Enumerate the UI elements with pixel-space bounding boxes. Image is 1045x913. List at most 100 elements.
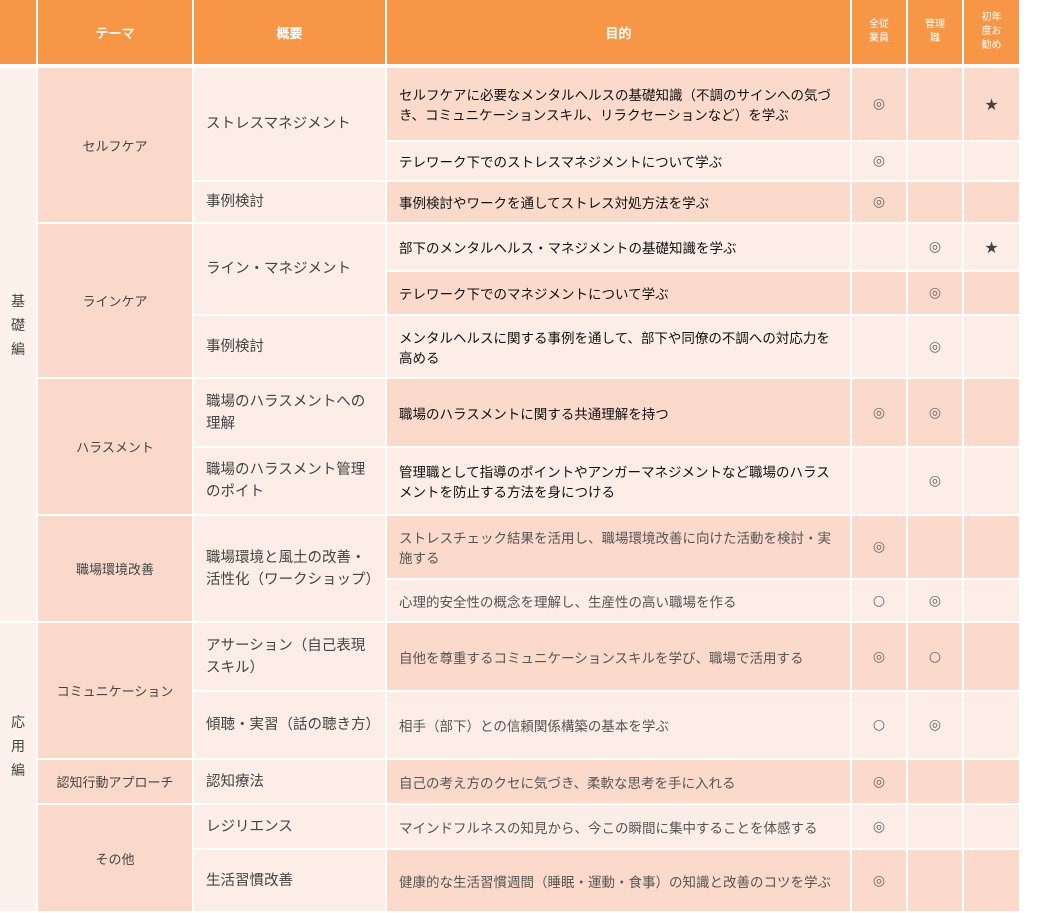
purpose-cell: 心理的安全性の概念を理解し、生産性の高い職場を作る [387,580,850,621]
first-mark [964,692,1019,758]
mgr-mark: ◎ [908,224,962,270]
header-overview: 概要 [194,0,385,64]
table-row: 生活習慣改善 健康的な生活習慣週間（睡眠・運動・食事）の知識と改善のコツを学ぶ ◎ [0,850,1019,911]
header-managers: 管理職 [908,0,962,64]
mgr-mark [908,516,962,578]
header-theme: テーマ [38,0,192,64]
mgr-mark [908,760,962,803]
purpose-cell: マインドフルネスの知見から、今この瞬間に集中することを体感する [387,805,850,848]
all-mark [852,316,906,377]
all-mark: ◎ [852,379,906,446]
table-row: 心理的安全性の概念を理解し、生産性の高い職場を作る ○ ◎ [0,580,1019,621]
purpose-cell: 相手（部下）との信頼関係構築の基本を学ぶ [387,692,850,758]
all-mark: ○ [852,692,906,758]
all-mark: ◎ [852,850,906,911]
overview-cell: 事例検討 [194,182,385,222]
header-section [0,0,36,64]
overview-cell: 職場のハラスメント管理のポイト [194,448,385,514]
mgr-mark: ◎ [908,272,962,314]
table-row: ラインケア ライン・マネジメント 部下のメンタルヘルス・マネジメントの基礎知識を学ぶ… [0,224,1019,377]
purpose-cell: 職場のハラスメントに関する共通理解を持つ [387,379,850,446]
purpose-cell: テレワーク下でのマネジメントについて学ぶ [387,272,850,314]
theme-cell: 認知行動アプローチ [38,760,192,803]
all-mark [852,224,906,270]
all-mark: ○ [852,580,906,621]
overview-cell: 職場環境と風土の改善・活性化（ワークショップ） [194,516,385,621]
table-row: 事例検討 メンタルヘルスに関する事例を通して、部下や同僚の不調への対応力を高める ◎ [0,316,1019,377]
purpose-cell: 管理職として指導のポイントやアンガーマネジメントなど職場のハラスメントを防止する… [387,448,850,514]
purpose-cell: ストレスチェック結果を活用し、職場環境改善に向けた活動を検討・実施する [387,516,850,578]
theme-cell: 職場環境改善 [38,516,192,621]
section-basic: 基礎編 [0,68,36,621]
all-mark: ◎ [852,68,906,140]
mgr-mark [908,850,962,911]
purpose-cell: セルフケアに必要なメンタルヘルスの基礎知識（不調のサインへの気づき、コミュニケー… [387,68,850,140]
overview-cell: 傾聴・実習（話の聴き方） [194,692,385,758]
all-mark [852,272,906,314]
table-row: 職場のハラスメント管理のポイト 管理職として指導のポイントやアンガーマネジメントな… [0,448,1019,514]
overview-cell: アサーション（自己表現スキル） [194,623,385,690]
overview-cell: レジリエンス [194,805,385,848]
first-mark [964,316,1019,377]
table-row: テレワーク下でのマネジメントについて学ぶ ◎ [0,272,1019,314]
training-table: テーマ 概要 目的 全従業員 管理職 初年度お勧め 基礎編 セルフケア ストレスマネ… [0,0,1019,911]
purpose-cell: メンタルヘルスに関する事例を通して、部下や同僚の不調への対応力を高める [387,316,850,377]
all-mark [852,448,906,514]
mgr-mark: ◎ [908,692,962,758]
section-applied: 応用編 [0,623,36,911]
mgr-mark: ◎ [908,580,962,621]
header-first-year: 初年度お勧め [964,0,1019,64]
all-mark: ◎ [852,623,906,690]
purpose-cell: 自他を尊重するコミュニケーションスキルを学び、職場で活用する [387,623,850,690]
mgr-mark [908,142,962,180]
mgr-mark [908,68,962,140]
mgr-mark [908,805,962,848]
first-mark [964,448,1019,514]
overview-cell: 生活習慣改善 [194,850,385,911]
purpose-cell: 健康的な生活習慣週間（睡眠・運動・食事）の知識と改善のコツを学ぶ [387,850,850,911]
first-mark [964,805,1019,848]
overview-cell: ストレスマネジメント [194,68,385,180]
first-mark [964,182,1019,222]
all-mark: ◎ [852,760,906,803]
table-row: 認知行動アプローチ 認知療法 自己の考え方のクセに気づき、柔軟な思考を手に入れる ◎ [0,760,1019,803]
first-mark [964,142,1019,180]
table-row: その他 レジリエンス マインドフルネスの知見から、今この瞬間に集中することを体感する… [0,805,1019,911]
first-mark: ★ [964,68,1019,140]
first-mark [964,850,1019,911]
overview-cell: 職場のハラスメントへの理解 [194,379,385,446]
theme-cell: セルフケア [38,68,192,222]
table-row: 応用編 コミュニケーション アサーション（自己表現スキル） 自他を尊重するコミュニケー… [0,623,1019,911]
table-row: 傾聴・実習（話の聴き方） 相手（部下）との信頼関係構築の基本を学ぶ ○ ◎ [0,692,1019,758]
all-mark: ◎ [852,516,906,578]
purpose-cell: 自己の考え方のクセに気づき、柔軟な思考を手に入れる [387,760,850,803]
header-purpose: 目的 [387,0,850,64]
table-row: テレワーク下でのストレスマネジメントについて学ぶ ◎ [0,142,1019,180]
header-row: テーマ 概要 目的 全従業員 管理職 初年度お勧め [0,0,1019,64]
overview-cell: ライン・マネジメント [194,224,385,314]
first-mark [964,580,1019,621]
all-mark: ◎ [852,142,906,180]
all-mark: ◎ [852,805,906,848]
theme-cell: コミュニケーション [38,623,192,758]
first-mark [964,272,1019,314]
first-mark [964,516,1019,578]
first-mark [964,623,1019,690]
mgr-mark [908,182,962,222]
mgr-mark: ◎ [908,316,962,377]
mgr-mark: ○ [908,623,962,690]
theme-cell: ラインケア [38,224,192,377]
purpose-cell: 事例検討やワークを通してストレス対処方法を学ぶ [387,182,850,222]
purpose-cell: 部下のメンタルヘルス・マネジメントの基礎知識を学ぶ [387,224,850,270]
table-row: ハラスメント 職場のハラスメントへの理解 職場のハラスメントに関する共通理解を持つ ◎… [0,379,1019,514]
table-row: 事例検討 事例検討やワークを通してストレス対処方法を学ぶ ◎ [0,182,1019,222]
table-row: 基礎編 セルフケア ストレスマネジメント セルフケアに必要なメンタルヘルスの基礎知識（… [0,68,1019,621]
overview-cell: 認知療法 [194,760,385,803]
overview-cell: 事例検討 [194,316,385,377]
mgr-mark: ◎ [908,448,962,514]
theme-cell: その他 [38,805,192,911]
mgr-mark: ◎ [908,379,962,446]
all-mark: ◎ [852,182,906,222]
first-mark [964,379,1019,446]
first-mark [964,760,1019,803]
